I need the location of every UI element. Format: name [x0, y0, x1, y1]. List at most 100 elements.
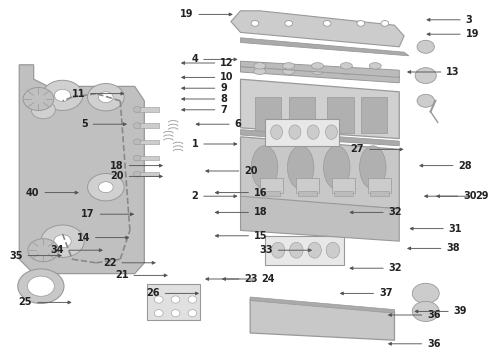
Bar — [327, 97, 354, 133]
Text: 11: 11 — [72, 89, 123, 99]
Text: 13: 13 — [408, 67, 460, 77]
Polygon shape — [250, 299, 394, 340]
Ellipse shape — [254, 68, 266, 75]
Polygon shape — [241, 61, 399, 77]
Circle shape — [251, 21, 259, 26]
Ellipse shape — [288, 146, 314, 189]
Ellipse shape — [369, 68, 381, 75]
Circle shape — [98, 182, 113, 193]
Polygon shape — [231, 11, 404, 47]
Text: 2: 2 — [192, 191, 237, 201]
Polygon shape — [241, 67, 399, 83]
Circle shape — [18, 269, 64, 303]
Circle shape — [88, 84, 124, 111]
Text: 35: 35 — [9, 251, 61, 261]
Text: 37: 37 — [341, 288, 392, 298]
Bar — [289, 97, 315, 133]
Ellipse shape — [312, 63, 323, 69]
Ellipse shape — [290, 242, 303, 258]
Text: 19: 19 — [180, 9, 232, 19]
Ellipse shape — [323, 146, 350, 189]
Circle shape — [133, 123, 141, 129]
Text: 40: 40 — [26, 188, 78, 198]
Bar — [296, 178, 319, 193]
Circle shape — [88, 174, 124, 201]
Text: 34: 34 — [50, 245, 102, 255]
Bar — [265, 236, 344, 265]
Bar — [370, 191, 389, 196]
Ellipse shape — [254, 63, 266, 69]
Circle shape — [412, 283, 439, 303]
Bar — [332, 178, 355, 193]
Bar — [265, 119, 339, 146]
Bar — [135, 156, 159, 160]
Text: 19: 19 — [427, 29, 479, 39]
Circle shape — [54, 89, 71, 102]
Text: 4: 4 — [192, 54, 237, 64]
Ellipse shape — [271, 242, 285, 258]
Bar — [135, 107, 159, 112]
Text: 38: 38 — [408, 243, 460, 253]
Polygon shape — [241, 79, 399, 139]
Circle shape — [323, 21, 331, 26]
Text: 32: 32 — [350, 263, 402, 273]
Circle shape — [98, 92, 113, 103]
Circle shape — [23, 87, 54, 111]
Circle shape — [27, 276, 54, 296]
Circle shape — [54, 235, 71, 248]
Ellipse shape — [154, 310, 163, 317]
Text: 18: 18 — [216, 207, 268, 217]
Text: 16: 16 — [216, 188, 268, 198]
Circle shape — [133, 155, 141, 161]
Text: 26: 26 — [146, 288, 198, 298]
Text: 22: 22 — [103, 258, 155, 268]
Text: 8: 8 — [182, 94, 227, 104]
Ellipse shape — [188, 296, 197, 303]
Ellipse shape — [325, 125, 338, 139]
Text: 5: 5 — [81, 119, 126, 129]
Circle shape — [133, 107, 141, 112]
Text: 25: 25 — [19, 297, 71, 307]
Circle shape — [31, 101, 55, 119]
Bar — [255, 97, 281, 133]
Ellipse shape — [251, 146, 278, 189]
Circle shape — [42, 80, 83, 111]
Ellipse shape — [307, 125, 319, 139]
Text: 7: 7 — [182, 105, 227, 115]
Ellipse shape — [188, 310, 197, 317]
Text: 27: 27 — [351, 144, 403, 154]
Text: 18: 18 — [110, 161, 162, 171]
Ellipse shape — [283, 63, 294, 69]
Text: 9: 9 — [182, 83, 227, 93]
Text: 28: 28 — [420, 161, 472, 171]
Ellipse shape — [289, 125, 301, 139]
Ellipse shape — [154, 296, 163, 303]
Polygon shape — [250, 297, 394, 313]
Bar — [334, 191, 353, 196]
Bar — [262, 191, 280, 196]
Ellipse shape — [172, 310, 180, 317]
Bar — [298, 191, 317, 196]
Text: 23: 23 — [206, 274, 258, 284]
Bar — [135, 140, 159, 144]
Text: 32: 32 — [350, 207, 402, 217]
Polygon shape — [19, 65, 145, 274]
Text: 10: 10 — [182, 72, 234, 82]
Bar — [260, 178, 283, 193]
Text: 30: 30 — [425, 191, 477, 201]
Circle shape — [28, 239, 59, 262]
Ellipse shape — [172, 296, 180, 303]
Bar — [147, 284, 199, 320]
Text: 12: 12 — [182, 58, 234, 68]
Ellipse shape — [326, 242, 340, 258]
Circle shape — [285, 21, 293, 26]
Text: 15: 15 — [216, 231, 268, 241]
Text: 39: 39 — [415, 306, 467, 316]
Bar — [361, 97, 387, 133]
Text: 20: 20 — [206, 166, 258, 176]
Polygon shape — [241, 38, 409, 56]
Text: 36: 36 — [389, 310, 441, 320]
Circle shape — [417, 40, 435, 53]
Polygon shape — [241, 196, 399, 241]
Text: 24: 24 — [222, 274, 275, 284]
